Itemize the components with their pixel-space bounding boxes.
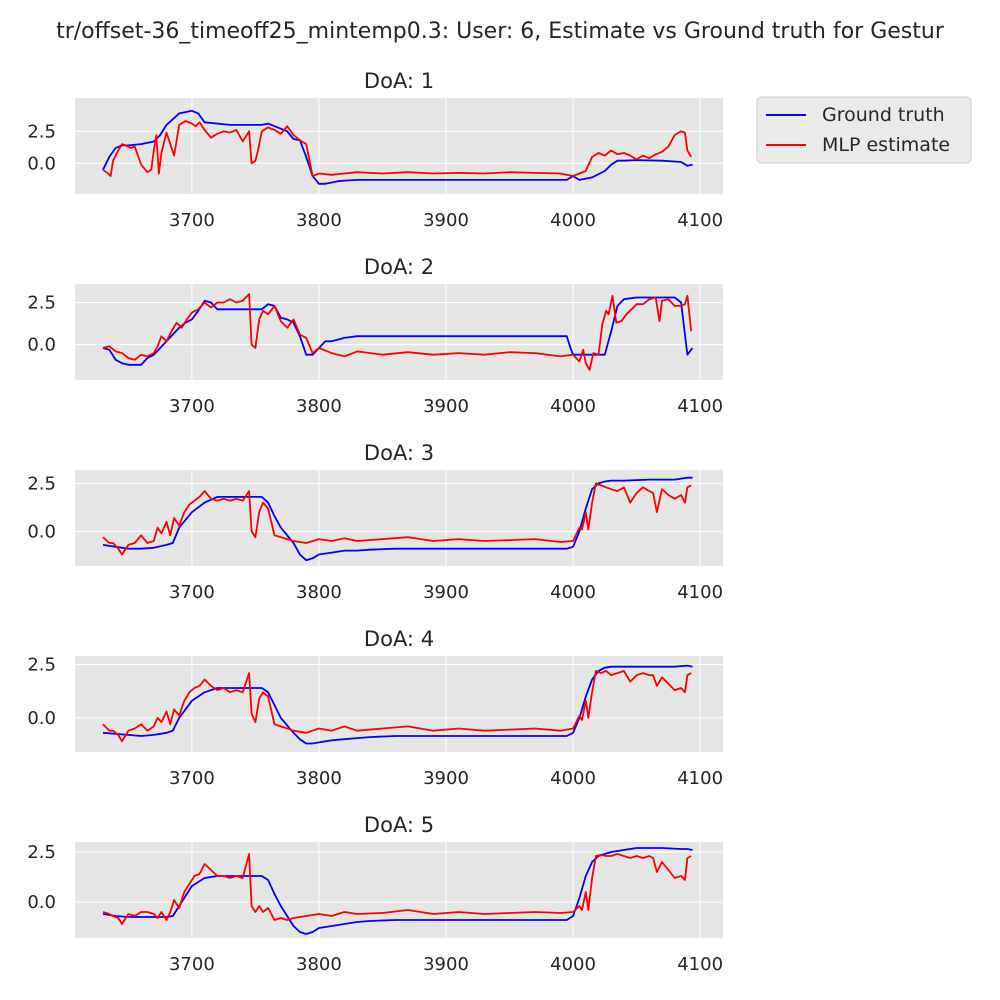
series-line-mlp-estimate-doa-5 (102, 853, 692, 925)
series-line-ground-truth-doa-1 (102, 109, 693, 185)
x-tick-label-doa-2-1: 3800 (296, 396, 342, 417)
subplot-title-doa-4: DoA: 4 (364, 627, 434, 651)
y-tick-label-doa-5-1: 2.5 (27, 842, 56, 863)
y-tick-label-doa-2-1: 2.5 (27, 293, 56, 314)
x-tick-label-doa-1-2: 3900 (423, 210, 469, 231)
plot-area-doa-2 (75, 284, 723, 380)
subplot-title-doa-3: DoA: 3 (364, 441, 434, 465)
x-tick-label-doa-3-0: 3700 (169, 582, 215, 603)
subplot-doa-4: DoA: 4 3700 3800 3900 4000 4100 0.0 2.5 (27, 627, 723, 789)
legend-box (756, 96, 972, 164)
x-tick-label-doa-1-3: 4000 (550, 210, 596, 231)
legend: Ground truth MLP estimate (756, 96, 972, 164)
x-tick-label-doa-4-0: 3700 (169, 768, 215, 789)
x-tick-label-doa-2-2: 3900 (423, 396, 469, 417)
subplot-title-doa-5: DoA: 5 (364, 813, 434, 837)
y-tick-label-doa-1-1: 2.5 (27, 121, 56, 142)
subplot-title-doa-2: DoA: 2 (364, 255, 434, 279)
x-tick-label-doa-2-3: 4000 (550, 396, 596, 417)
subplot-doa-2: DoA: 2 3700 3800 3900 4000 4100 0.0 2.5 (27, 255, 723, 417)
y-tick-label-doa-3-1: 2.5 (27, 473, 56, 494)
y-tick-label-doa-2-0: 0.0 (27, 335, 56, 356)
subplot-doa-5: DoA: 5 3700 3800 3900 4000 4100 0.0 2.5 (27, 813, 723, 975)
x-tick-label-doa-2-4: 4100 (677, 396, 723, 417)
plot-area-doa-5 (75, 842, 723, 938)
legend-label-ground-truth: Ground truth (822, 104, 945, 126)
x-tick-label-doa-5-2: 3900 (423, 954, 469, 975)
y-tick-label-doa-5-0: 0.0 (27, 892, 56, 913)
plot-area-doa-4 (75, 656, 723, 752)
legend-label-mlp-estimate: MLP estimate (822, 134, 950, 156)
subplot-doa-3: DoA: 3 3700 3800 3900 4000 4100 0.0 2.5 (27, 441, 723, 603)
x-tick-label-doa-3-3: 4000 (550, 582, 596, 603)
x-tick-label-doa-5-0: 3700 (169, 954, 215, 975)
x-tick-label-doa-2-0: 3700 (169, 396, 215, 417)
subplots: DoA: 1 3700 3800 3900 4000 4100 0.0 2.5 DoA: 2 37… (27, 69, 723, 975)
y-tick-label-doa-1-0: 0.0 (27, 153, 56, 174)
series-line-mlp-estimate-doa-1 (102, 120, 692, 178)
x-tick-label-doa-3-2: 3900 (423, 582, 469, 603)
figure-title: tr/offset-36_timeoff25_mintemp0.3: User:… (56, 19, 945, 44)
x-tick-label-doa-1-1: 3800 (296, 210, 342, 231)
series-line-ground-truth-doa-3 (102, 476, 693, 562)
x-tick-label-doa-5-1: 3800 (296, 954, 342, 975)
x-tick-label-doa-5-3: 4000 (550, 954, 596, 975)
x-tick-label-doa-1-0: 3700 (169, 210, 215, 231)
x-tick-label-doa-4-1: 3800 (296, 768, 342, 789)
y-tick-label-doa-3-0: 0.0 (27, 521, 56, 542)
x-tick-label-doa-4-2: 3900 (423, 768, 469, 789)
series-line-mlp-estimate-doa-3 (102, 482, 692, 556)
series-line-ground-truth-doa-4 (102, 664, 693, 745)
subplot-doa-1: DoA: 1 3700 3800 3900 4000 4100 0.0 2.5 (27, 69, 723, 231)
x-tick-label-doa-3-1: 3800 (296, 582, 342, 603)
x-tick-label-doa-3-4: 4100 (677, 582, 723, 603)
series-line-mlp-estimate-doa-4 (102, 670, 692, 743)
x-tick-label-doa-4-4: 4100 (677, 768, 723, 789)
y-tick-label-doa-4-0: 0.0 (27, 708, 56, 729)
plot-area-doa-3 (75, 470, 723, 566)
subplot-title-doa-1: DoA: 1 (364, 69, 434, 93)
x-tick-label-doa-4-3: 4000 (550, 768, 596, 789)
plot-area-doa-1 (75, 98, 723, 194)
series-line-mlp-estimate-doa-2 (102, 293, 693, 371)
x-tick-label-doa-1-4: 4100 (677, 210, 723, 231)
x-tick-label-doa-5-4: 4100 (677, 954, 723, 975)
y-tick-label-doa-4-1: 2.5 (27, 655, 56, 676)
